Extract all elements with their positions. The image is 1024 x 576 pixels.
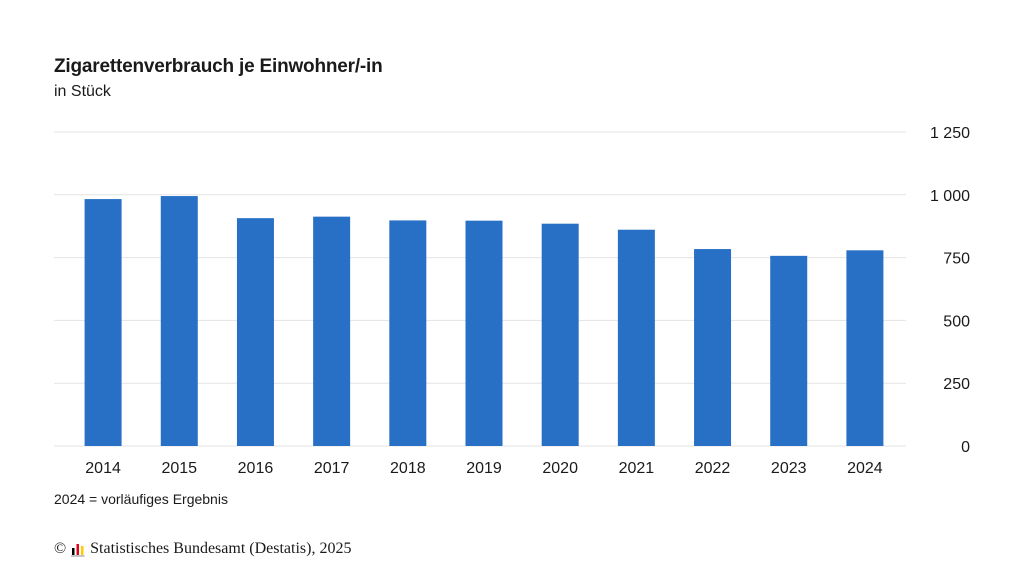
y-tick-label: 1 000 bbox=[930, 188, 970, 205]
bar-2021 bbox=[617, 229, 655, 446]
y-tick-label: 750 bbox=[943, 251, 970, 268]
bar-2015 bbox=[160, 196, 198, 446]
y-axis-tick-labels: 0 250 500 750 1 000 1 250 bbox=[930, 125, 970, 456]
bar-2019 bbox=[465, 220, 503, 446]
source-line: © Statistisches Bundesamt (Destatis), 20… bbox=[54, 540, 351, 558]
bar-2023 bbox=[770, 255, 808, 446]
footnote: 2024 = vorläufiges Ergebnis bbox=[54, 491, 228, 507]
chart-subtitle: in Stück bbox=[54, 83, 111, 100]
bar-2024 bbox=[846, 250, 884, 446]
y-tick-label: 0 bbox=[961, 439, 970, 456]
x-tick-label: 2020 bbox=[542, 460, 578, 477]
x-tick-label: 2015 bbox=[161, 460, 197, 477]
x-tick-label: 2023 bbox=[771, 460, 807, 477]
x-axis-tick-labels: 2014 2015 2016 2017 2018 2019 2020 2021 2022 2023… bbox=[85, 460, 883, 477]
x-tick-label: 2017 bbox=[314, 460, 350, 477]
bar-2018 bbox=[389, 220, 427, 446]
x-tick-label: 2014 bbox=[85, 460, 121, 477]
bar-2017 bbox=[313, 216, 351, 446]
x-tick-label: 2021 bbox=[619, 460, 655, 477]
y-tick-label: 1 250 bbox=[930, 125, 970, 142]
bars bbox=[84, 196, 884, 446]
x-tick-label: 2024 bbox=[847, 460, 883, 477]
x-tick-label: 2016 bbox=[238, 460, 274, 477]
y-tick-label: 500 bbox=[943, 313, 970, 330]
bar-2020 bbox=[541, 223, 579, 446]
x-tick-label: 2022 bbox=[695, 460, 731, 477]
source-text: Statistisches Bundesamt (Destatis), 2025 bbox=[90, 540, 352, 557]
chart-title: Zigarettenverbrauch je Einwohner/-in bbox=[54, 56, 383, 77]
x-tick-label: 2018 bbox=[390, 460, 426, 477]
bar-2022 bbox=[694, 249, 732, 446]
y-tick-label: 250 bbox=[943, 376, 970, 393]
copyright-symbol: © bbox=[54, 540, 67, 557]
destatis-logo-icon bbox=[71, 544, 85, 557]
bar-2014 bbox=[84, 199, 122, 446]
bar-2016 bbox=[236, 218, 274, 446]
x-tick-label: 2019 bbox=[466, 460, 502, 477]
